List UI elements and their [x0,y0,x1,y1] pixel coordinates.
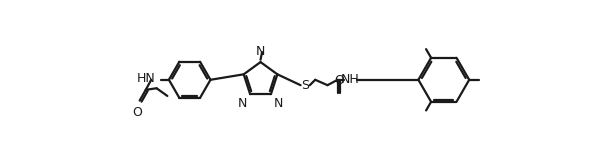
Text: O: O [334,74,344,88]
Text: O: O [132,106,143,119]
Text: HN: HN [137,72,156,85]
Text: N: N [256,45,266,58]
Text: NH: NH [340,73,359,86]
Text: N: N [238,97,247,110]
Text: S: S [301,79,309,92]
Text: N: N [274,97,283,110]
